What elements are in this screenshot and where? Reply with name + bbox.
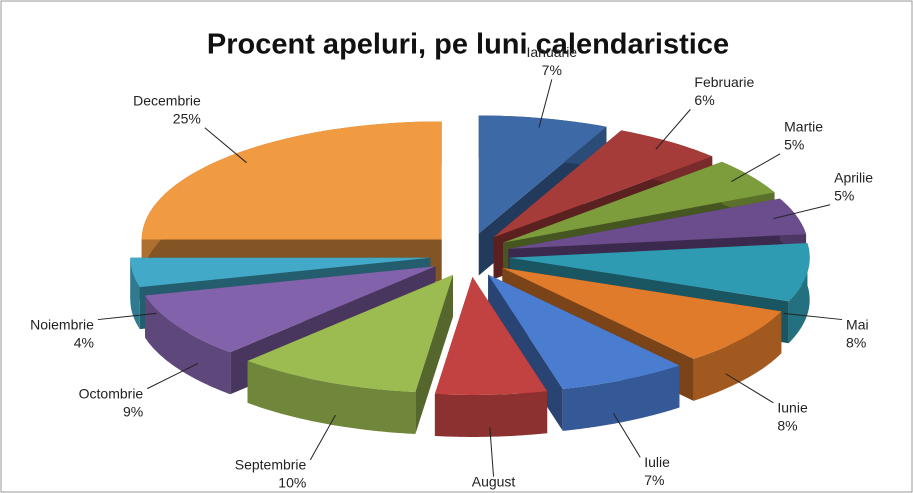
leader-line [773, 204, 831, 220]
value-label: 7% [542, 62, 562, 78]
value-label: 25% [173, 110, 201, 126]
category-label: Decembrie [133, 92, 201, 108]
slice-top [508, 198, 807, 249]
slice-top [502, 267, 782, 359]
leader-line [731, 153, 781, 183]
category-label: Ianuarie [527, 44, 578, 60]
slice-side [562, 365, 680, 431]
value-label: 7% [644, 472, 664, 488]
leader-line [309, 414, 336, 461]
leader-line [146, 363, 199, 390]
slice-side [144, 295, 231, 395]
category-label: Martie [784, 119, 823, 135]
category-label: Iulie [644, 454, 670, 470]
slice-top [488, 274, 680, 389]
value-label: 9% [123, 403, 143, 419]
leader-line [97, 312, 157, 321]
leader-line [489, 427, 495, 477]
category-label: August [472, 473, 516, 489]
value-label: 10% [278, 475, 306, 491]
value-label: 8% [846, 334, 866, 350]
slice-top [503, 161, 775, 243]
value-label: 8% [777, 418, 797, 434]
slice-side [434, 391, 548, 437]
category-label: Octombrie [79, 385, 144, 401]
leader-line [783, 312, 843, 321]
leader-line [613, 413, 641, 458]
slice-top [509, 242, 810, 302]
category-label: Iunie [777, 400, 808, 416]
slice-top [144, 266, 436, 353]
value-label: 4% [74, 334, 94, 350]
category-label: Septembrie [235, 457, 307, 473]
leader-line [204, 127, 247, 164]
leader-line [538, 79, 553, 128]
value-label: 5% [784, 137, 804, 153]
slice-top [493, 130, 713, 238]
slice-top [434, 276, 548, 395]
slice-side [130, 257, 140, 330]
category-label: Noiembrie [30, 316, 94, 332]
slice [247, 274, 453, 434]
slice-side [693, 311, 782, 401]
category-label: Februarie [694, 74, 754, 90]
category-label: Aprilie [834, 169, 873, 185]
leader-line [725, 373, 774, 404]
leader-line [655, 109, 691, 150]
value-label: 6% [483, 491, 503, 493]
value-label: 6% [694, 92, 714, 108]
slice-top [130, 257, 431, 288]
slice-top [478, 115, 607, 234]
value-label: 5% [834, 187, 854, 203]
slice-side [247, 360, 416, 434]
slice-side [788, 242, 810, 344]
category-label: Mai [846, 316, 869, 332]
slice-top [247, 274, 453, 392]
slice [434, 276, 548, 437]
slice-top [141, 121, 442, 240]
chart-title: Procent apeluri, pe luni calendaristice [207, 29, 729, 61]
